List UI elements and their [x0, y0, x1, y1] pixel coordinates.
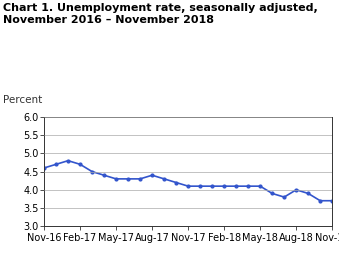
Text: Chart 1. Unemployment rate, seasonally adjusted,
November 2016 – November 2018: Chart 1. Unemployment rate, seasonally a… [3, 3, 318, 25]
Text: Percent: Percent [3, 95, 43, 105]
